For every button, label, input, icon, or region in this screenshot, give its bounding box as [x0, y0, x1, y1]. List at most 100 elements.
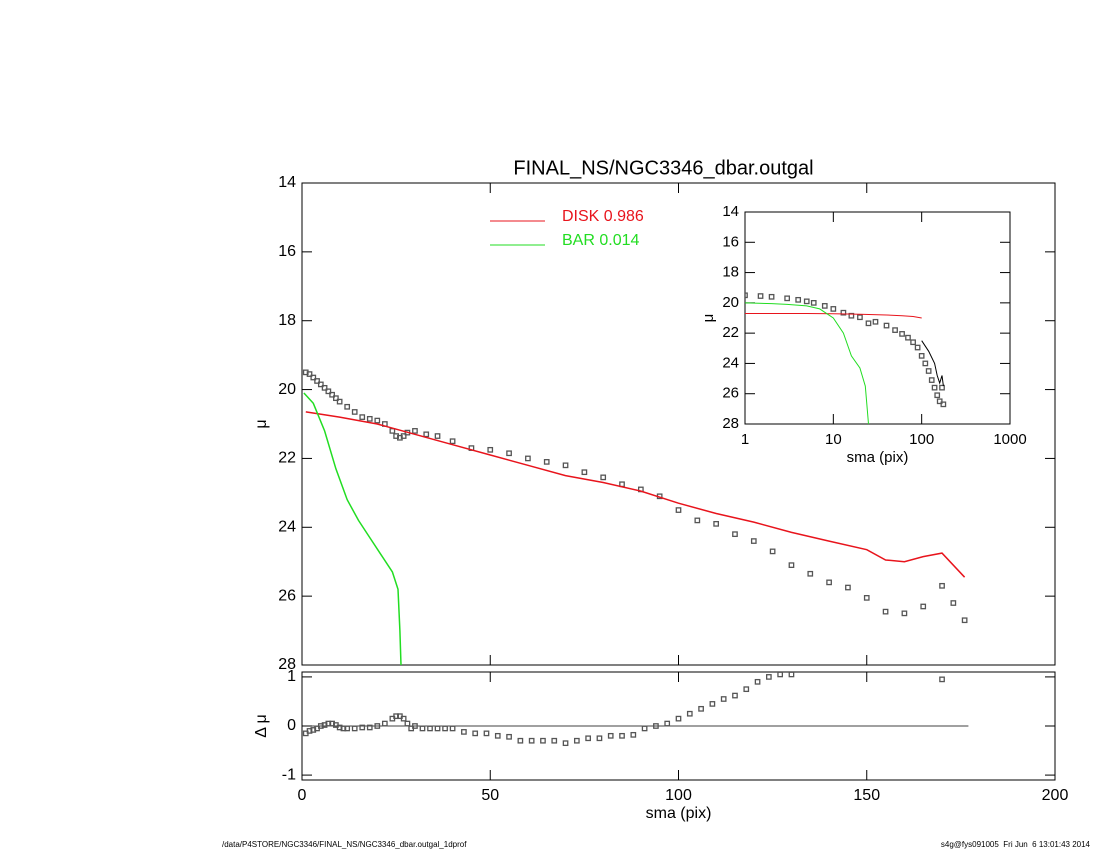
- data-point: [732, 692, 738, 699]
- y-tick-label: 20: [722, 294, 739, 311]
- plot-frame: [744, 211, 1011, 425]
- series-line: [745, 313, 922, 319]
- data-point: [412, 428, 418, 434]
- series-line: [303, 392, 402, 665]
- x-tick-label: 100: [665, 787, 692, 804]
- data-point: [506, 733, 512, 740]
- data-point: [931, 384, 938, 391]
- data-point: [675, 507, 682, 513]
- data-point: [366, 724, 373, 731]
- data-point: [562, 462, 569, 469]
- data-point: [698, 705, 704, 712]
- data-point: [442, 725, 448, 732]
- data-point: [810, 300, 817, 306]
- data-point: [525, 455, 531, 462]
- data-point: [788, 562, 795, 569]
- data-point: [585, 735, 591, 742]
- data-point: [329, 391, 335, 398]
- data-point: [449, 725, 456, 732]
- y-tick-label: 1: [287, 668, 296, 685]
- x-tick-label: 100: [909, 431, 934, 448]
- data-point: [412, 723, 418, 729]
- y-tick-label: 24: [722, 354, 739, 371]
- data-point: [487, 446, 494, 453]
- data-point: [494, 732, 501, 739]
- data-point: [901, 610, 908, 617]
- data-point: [664, 720, 671, 727]
- data-point: [562, 740, 569, 747]
- data-point: [905, 334, 911, 341]
- data-point: [777, 672, 784, 678]
- x-tick-label: 0: [298, 787, 307, 804]
- y-axis-label: μ: [253, 419, 270, 428]
- data-point: [845, 584, 851, 591]
- data-point: [766, 674, 772, 680]
- data-point: [381, 720, 388, 727]
- y-tick-label: 16: [722, 233, 739, 250]
- plot-area: [302, 672, 969, 747]
- data-point: [961, 617, 968, 624]
- x-tick-label: 10: [825, 431, 842, 448]
- data-point: [686, 710, 693, 717]
- data-point: [543, 459, 550, 465]
- y-tick-label: 14: [278, 174, 296, 191]
- y-tick-label: 26: [278, 587, 296, 604]
- footer-path: /data/P4STORE/NGC3346/FINAL_NS/NGC3346_d…: [222, 840, 467, 849]
- series-line: [921, 340, 944, 387]
- data-point: [840, 309, 847, 316]
- data-point: [344, 403, 351, 410]
- y-axis-label: Δ μ: [253, 714, 270, 737]
- y-tick-label: 18: [278, 312, 296, 329]
- data-point: [732, 531, 738, 538]
- data-point: [506, 450, 512, 457]
- y-tick-label: 24: [278, 519, 296, 536]
- data-point: [540, 737, 546, 744]
- x-tick-label: 50: [481, 787, 499, 804]
- data-point: [784, 295, 790, 302]
- data-point: [573, 737, 580, 744]
- data-point: [404, 720, 411, 727]
- data-point: [934, 392, 941, 399]
- data-point: [581, 469, 588, 476]
- data-point: [914, 344, 921, 351]
- data-point: [709, 701, 716, 707]
- data-point: [619, 732, 625, 739]
- data-point: [872, 318, 879, 325]
- data-point: [857, 314, 863, 321]
- y-tick-label: 22: [278, 450, 296, 467]
- data-point: [882, 608, 889, 615]
- data-point: [910, 339, 916, 346]
- data-point: [788, 672, 795, 678]
- data-point: [314, 378, 320, 384]
- y-tick-label: 0: [287, 717, 296, 734]
- data-point: [321, 384, 328, 391]
- x-axis-label: sma (pix): [646, 805, 712, 822]
- data-point: [769, 548, 776, 555]
- data-point: [344, 725, 351, 732]
- data-point: [807, 570, 814, 577]
- data-point: [600, 474, 607, 481]
- data-point: [434, 725, 441, 732]
- data-point: [940, 401, 947, 408]
- data-point: [720, 696, 727, 702]
- data-point: [865, 320, 872, 327]
- data-point: [528, 737, 535, 744]
- data-point: [551, 737, 558, 744]
- data-point: [374, 417, 381, 424]
- data-point: [472, 730, 479, 737]
- data-point: [899, 331, 905, 337]
- y-tick-label: 14: [722, 203, 739, 220]
- data-point: [483, 730, 490, 737]
- data-point: [630, 731, 637, 738]
- data-point: [713, 520, 720, 527]
- y-tick-label: 20: [278, 381, 296, 398]
- data-point: [653, 723, 659, 729]
- x-tick-label: 1: [741, 431, 749, 448]
- y-tick-label: 28: [278, 656, 296, 673]
- y-tick-label: 28: [722, 415, 739, 432]
- legend-label: DISK 0.986: [562, 208, 644, 225]
- x-axis-label: sma (pix): [847, 449, 909, 466]
- data-point: [863, 595, 870, 601]
- data-point: [939, 676, 945, 683]
- data-point: [936, 398, 943, 405]
